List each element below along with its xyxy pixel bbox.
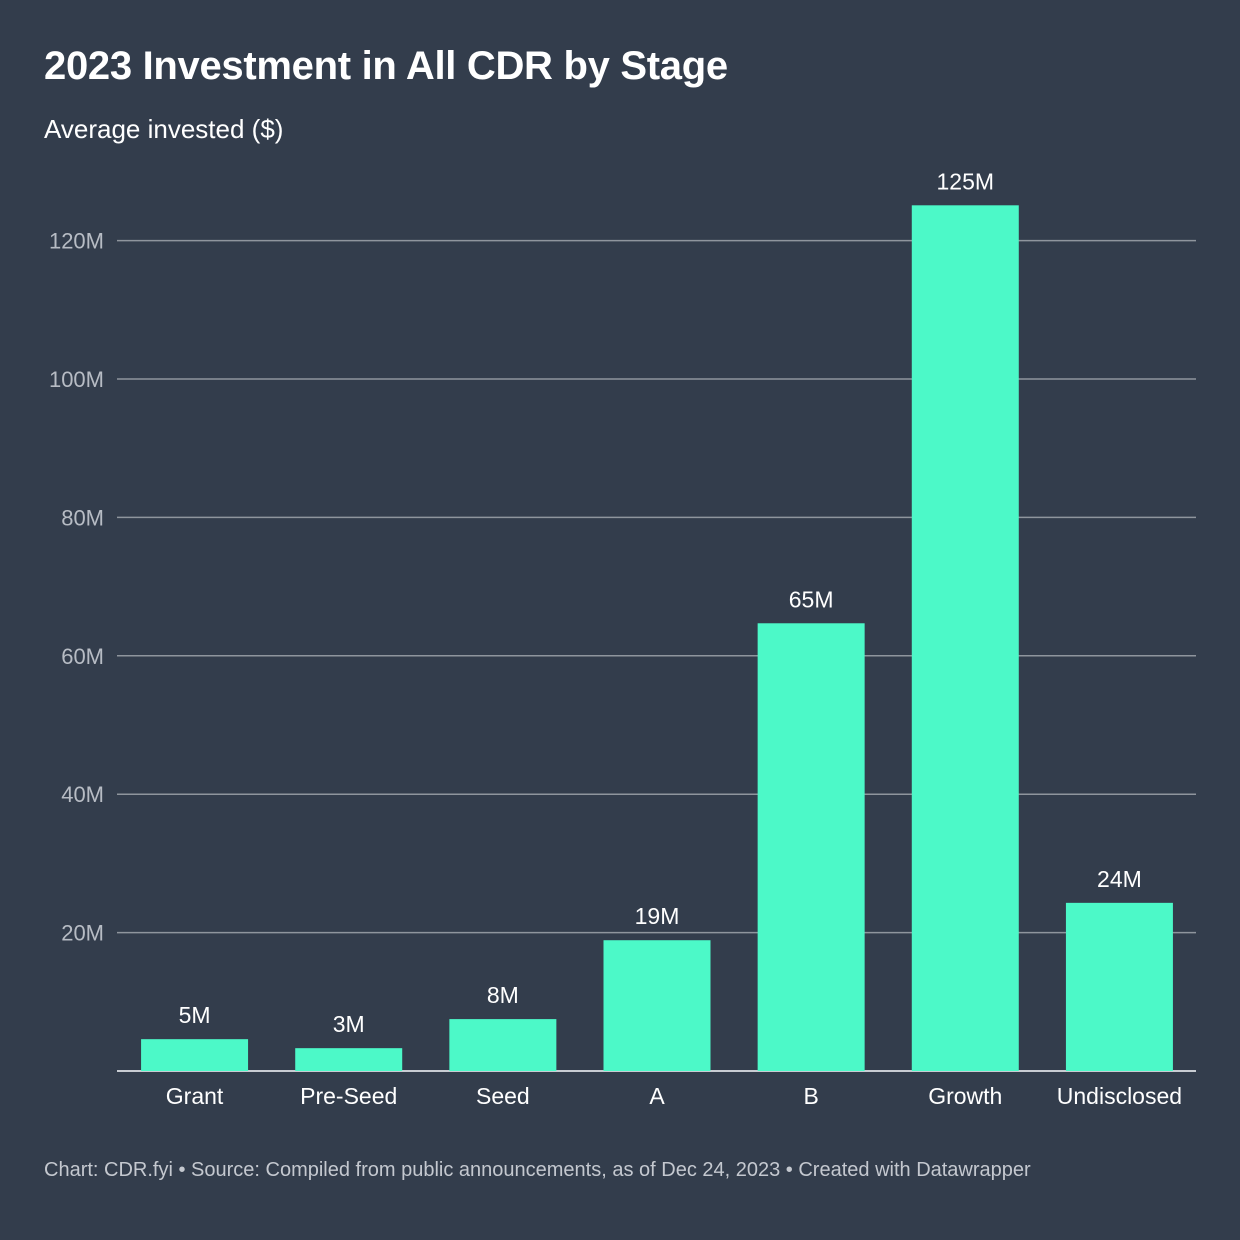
y-tick-label: 40M: [61, 782, 104, 807]
y-tick-label: 100M: [49, 367, 104, 392]
value-label: 8M: [487, 982, 519, 1008]
bar-b: [757, 623, 865, 1071]
x-category-label: Grant: [166, 1083, 224, 1109]
value-label: 125M: [937, 168, 995, 194]
bars: [141, 205, 1173, 1072]
value-label: 24M: [1097, 866, 1142, 892]
bar-growth: [911, 205, 1019, 1072]
value-label: 5M: [179, 1002, 211, 1028]
y-tick-label: 20M: [61, 921, 104, 946]
bar-grant: [141, 1039, 249, 1071]
bar-undisclosed: [1065, 902, 1173, 1071]
x-category-label: B: [803, 1083, 818, 1109]
y-tick-label: 60M: [61, 644, 104, 669]
x-category-label: A: [649, 1083, 665, 1109]
bar-a: [603, 940, 711, 1071]
x-axis-labels: Grant Pre-Seed Seed A B Growth Undisclosed: [166, 1083, 1182, 1109]
y-tick-label: 120M: [49, 229, 104, 254]
value-label: 19M: [635, 903, 680, 929]
y-axis-ticks: 20M 40M 60M 80M 100M 120M: [49, 229, 104, 946]
chart-subtitle: Average invested ($): [44, 114, 284, 144]
x-category-label: Pre-Seed: [300, 1083, 397, 1109]
value-label: 65M: [789, 586, 834, 612]
x-category-label: Growth: [928, 1083, 1002, 1109]
chart-footer: Chart: CDR.fyi • Source: Compiled from p…: [44, 1159, 1031, 1181]
value-labels: 5M 3M 8M 19M 65M 125M 24M: [179, 168, 1142, 1037]
chart-title: 2023 Investment in All CDR by Stage: [44, 44, 728, 88]
x-category-label: Undisclosed: [1057, 1083, 1182, 1109]
bar-pre-seed: [295, 1048, 403, 1071]
bar-seed: [449, 1019, 557, 1071]
value-label: 3M: [333, 1011, 365, 1037]
y-tick-label: 80M: [61, 505, 104, 530]
x-category-label: Seed: [476, 1083, 530, 1109]
